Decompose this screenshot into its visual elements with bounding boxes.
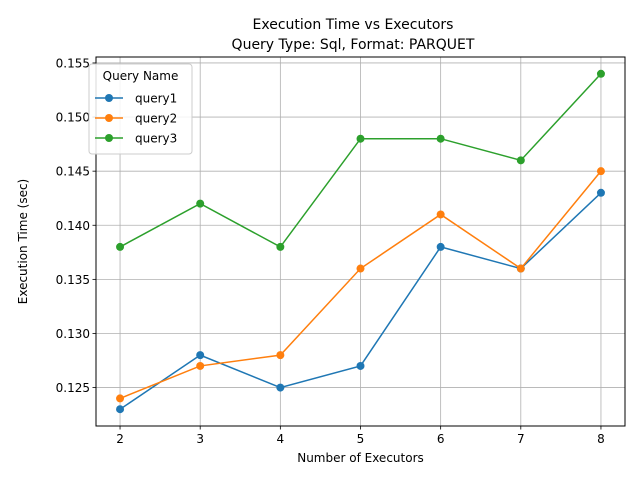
data-point — [116, 242, 125, 251]
x-tick-label: 4 — [277, 432, 285, 446]
data-point — [116, 394, 125, 403]
data-point — [356, 264, 365, 273]
legend-marker — [105, 134, 113, 142]
data-point — [596, 188, 605, 197]
legend-label: query1 — [135, 92, 177, 106]
x-tick-label: 7 — [517, 432, 525, 446]
legend-label: query3 — [135, 132, 177, 146]
legend-box — [88, 63, 193, 155]
data-point — [196, 351, 205, 360]
chart-subtitle: Query Type: Sql, Format: PARQUET — [232, 37, 475, 53]
y-tick-label: 0.155 — [56, 56, 90, 70]
series-query3 — [116, 69, 605, 251]
data-point — [436, 242, 445, 251]
y-axis-label: Execution Time (sec) — [16, 179, 30, 304]
data-point — [116, 405, 125, 414]
x-tick-label: 2 — [116, 432, 124, 446]
series-query2 — [116, 167, 605, 403]
data-point — [596, 69, 605, 78]
data-point — [516, 156, 525, 165]
data-point — [196, 361, 205, 370]
legend-item: query3 — [95, 132, 177, 146]
data-point — [196, 199, 205, 208]
legend-label: query2 — [135, 112, 177, 126]
y-tick-label: 0.125 — [56, 381, 90, 395]
data-point — [276, 242, 285, 251]
axis-ticks: 2 3 4 5 6 7 8 0.125 0.130 0.135 0.140 0.145 0.150 0.1… — [56, 56, 605, 446]
y-tick-label: 0.150 — [56, 111, 90, 125]
x-tick-label: 3 — [196, 432, 204, 446]
y-tick-label: 0.140 — [56, 219, 90, 233]
data-point — [436, 134, 445, 143]
y-tick-label: 0.135 — [56, 273, 90, 287]
data-point — [276, 383, 285, 392]
legend: Query Name query1 query2 query3 — [88, 63, 193, 155]
data-point — [516, 264, 525, 273]
legend-title: Query Name — [103, 69, 179, 83]
data-point — [596, 167, 605, 176]
plot-frame — [95, 56, 626, 427]
y-tick-label: 0.145 — [56, 165, 90, 179]
chart-title: Execution Time vs Executors — [253, 17, 454, 33]
data-point — [436, 210, 445, 219]
legend-item: query1 — [95, 92, 177, 106]
data-point — [356, 134, 365, 143]
x-tick-label: 8 — [597, 432, 605, 446]
data-point — [356, 361, 365, 370]
legend-marker — [105, 94, 113, 102]
grid-lines — [96, 57, 625, 426]
series-layer — [116, 69, 605, 414]
x-axis-label: Number of Executors — [297, 451, 424, 465]
x-tick-label: 5 — [357, 432, 365, 446]
legend-item: query2 — [95, 112, 177, 126]
y-tick-label: 0.130 — [56, 327, 90, 341]
data-point — [276, 351, 285, 360]
legend-marker — [105, 114, 113, 122]
x-tick-label: 6 — [437, 432, 445, 446]
